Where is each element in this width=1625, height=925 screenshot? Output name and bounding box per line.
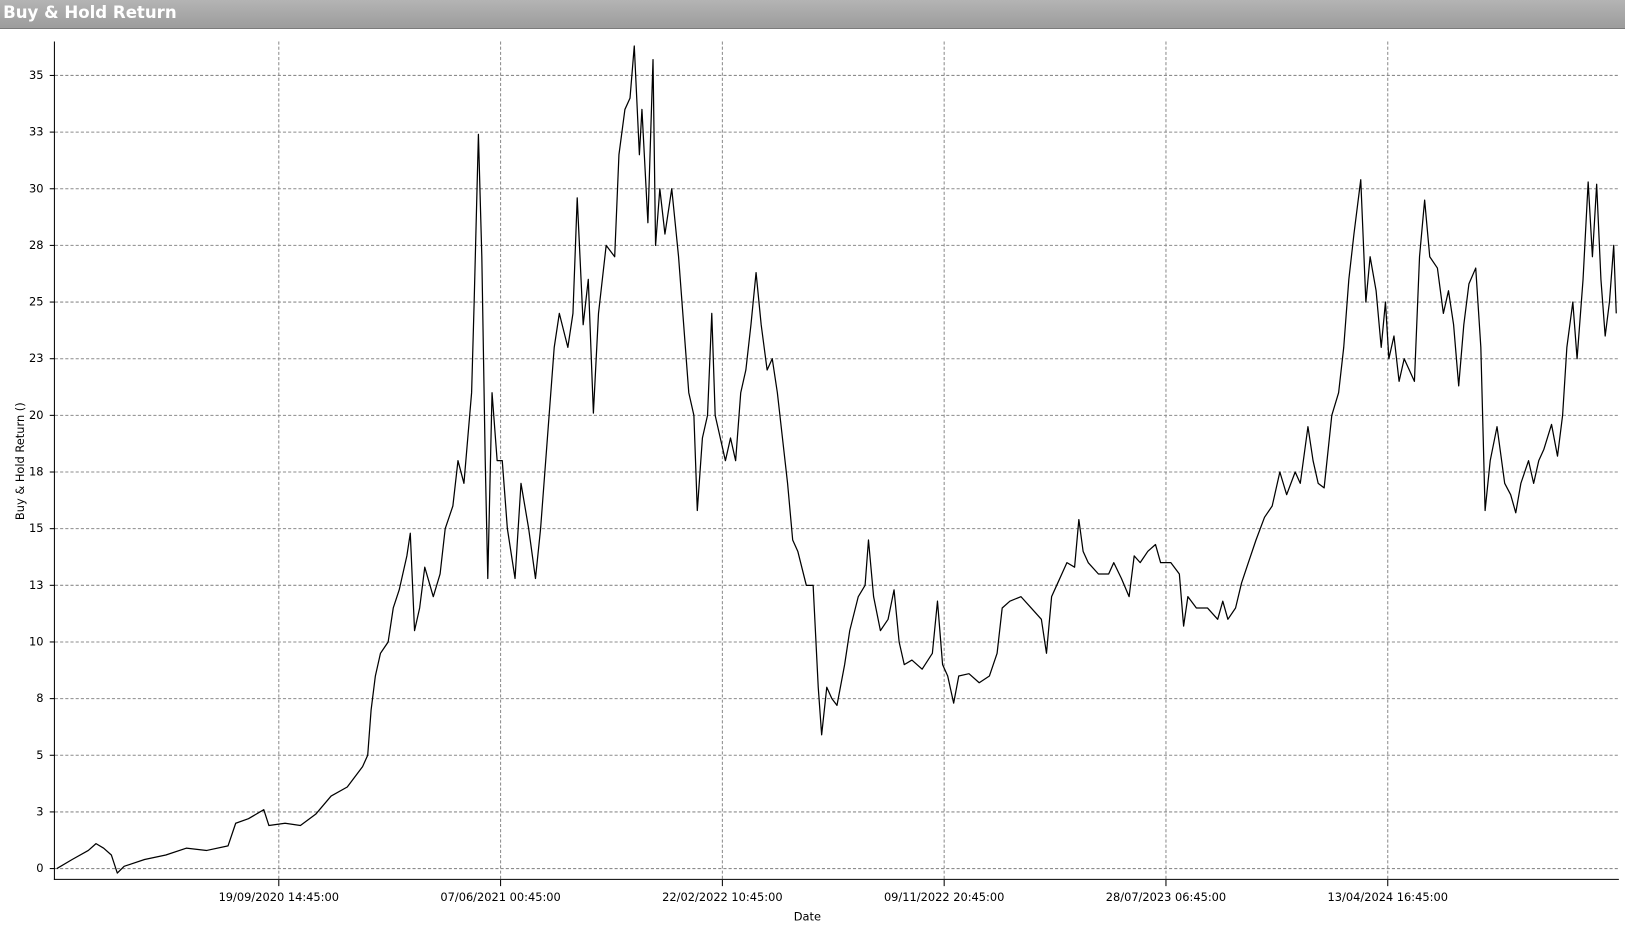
y-tick-label: 30	[29, 181, 43, 195]
x-tick-label: 07/06/2021 00:45:00	[440, 890, 560, 904]
y-tick-label: 5	[36, 748, 43, 762]
y-tick-label: 18	[29, 465, 43, 479]
x-tick-label: 09/11/2022 20:45:00	[884, 890, 1004, 904]
y-tick-label: 10	[29, 634, 43, 648]
chart-title: Buy & Hold Return	[3, 3, 177, 22]
y-tick-label: 25	[29, 295, 43, 309]
x-axis-title: Date	[794, 910, 821, 924]
y-tick-label: 15	[29, 521, 43, 535]
y-axis-title: Buy & Hold Return ()	[13, 402, 27, 520]
y-tick-label: 23	[29, 351, 43, 365]
y-tick-label: 20	[29, 408, 43, 422]
data-line	[56, 45, 1617, 874]
y-tick-label: 3	[36, 804, 43, 818]
y-tick-label: 0	[36, 861, 43, 875]
x-tick-label: 28/07/2023 06:45:00	[1106, 890, 1226, 904]
y-tick-label: 33	[29, 125, 43, 139]
x-tick-label: 13/04/2024 16:45:00	[1328, 890, 1448, 904]
plot-area	[56, 45, 1617, 874]
y-tick-label: 8	[36, 691, 43, 705]
x-tick-label: 22/02/2022 10:45:00	[662, 890, 782, 904]
y-tick-label: 13	[29, 578, 43, 592]
header-bar	[0, 0, 1625, 28]
y-tick-label: 35	[29, 68, 43, 82]
x-tick-label: 19/09/2020 14:45:00	[219, 890, 339, 904]
y-tick-label: 28	[29, 238, 43, 252]
